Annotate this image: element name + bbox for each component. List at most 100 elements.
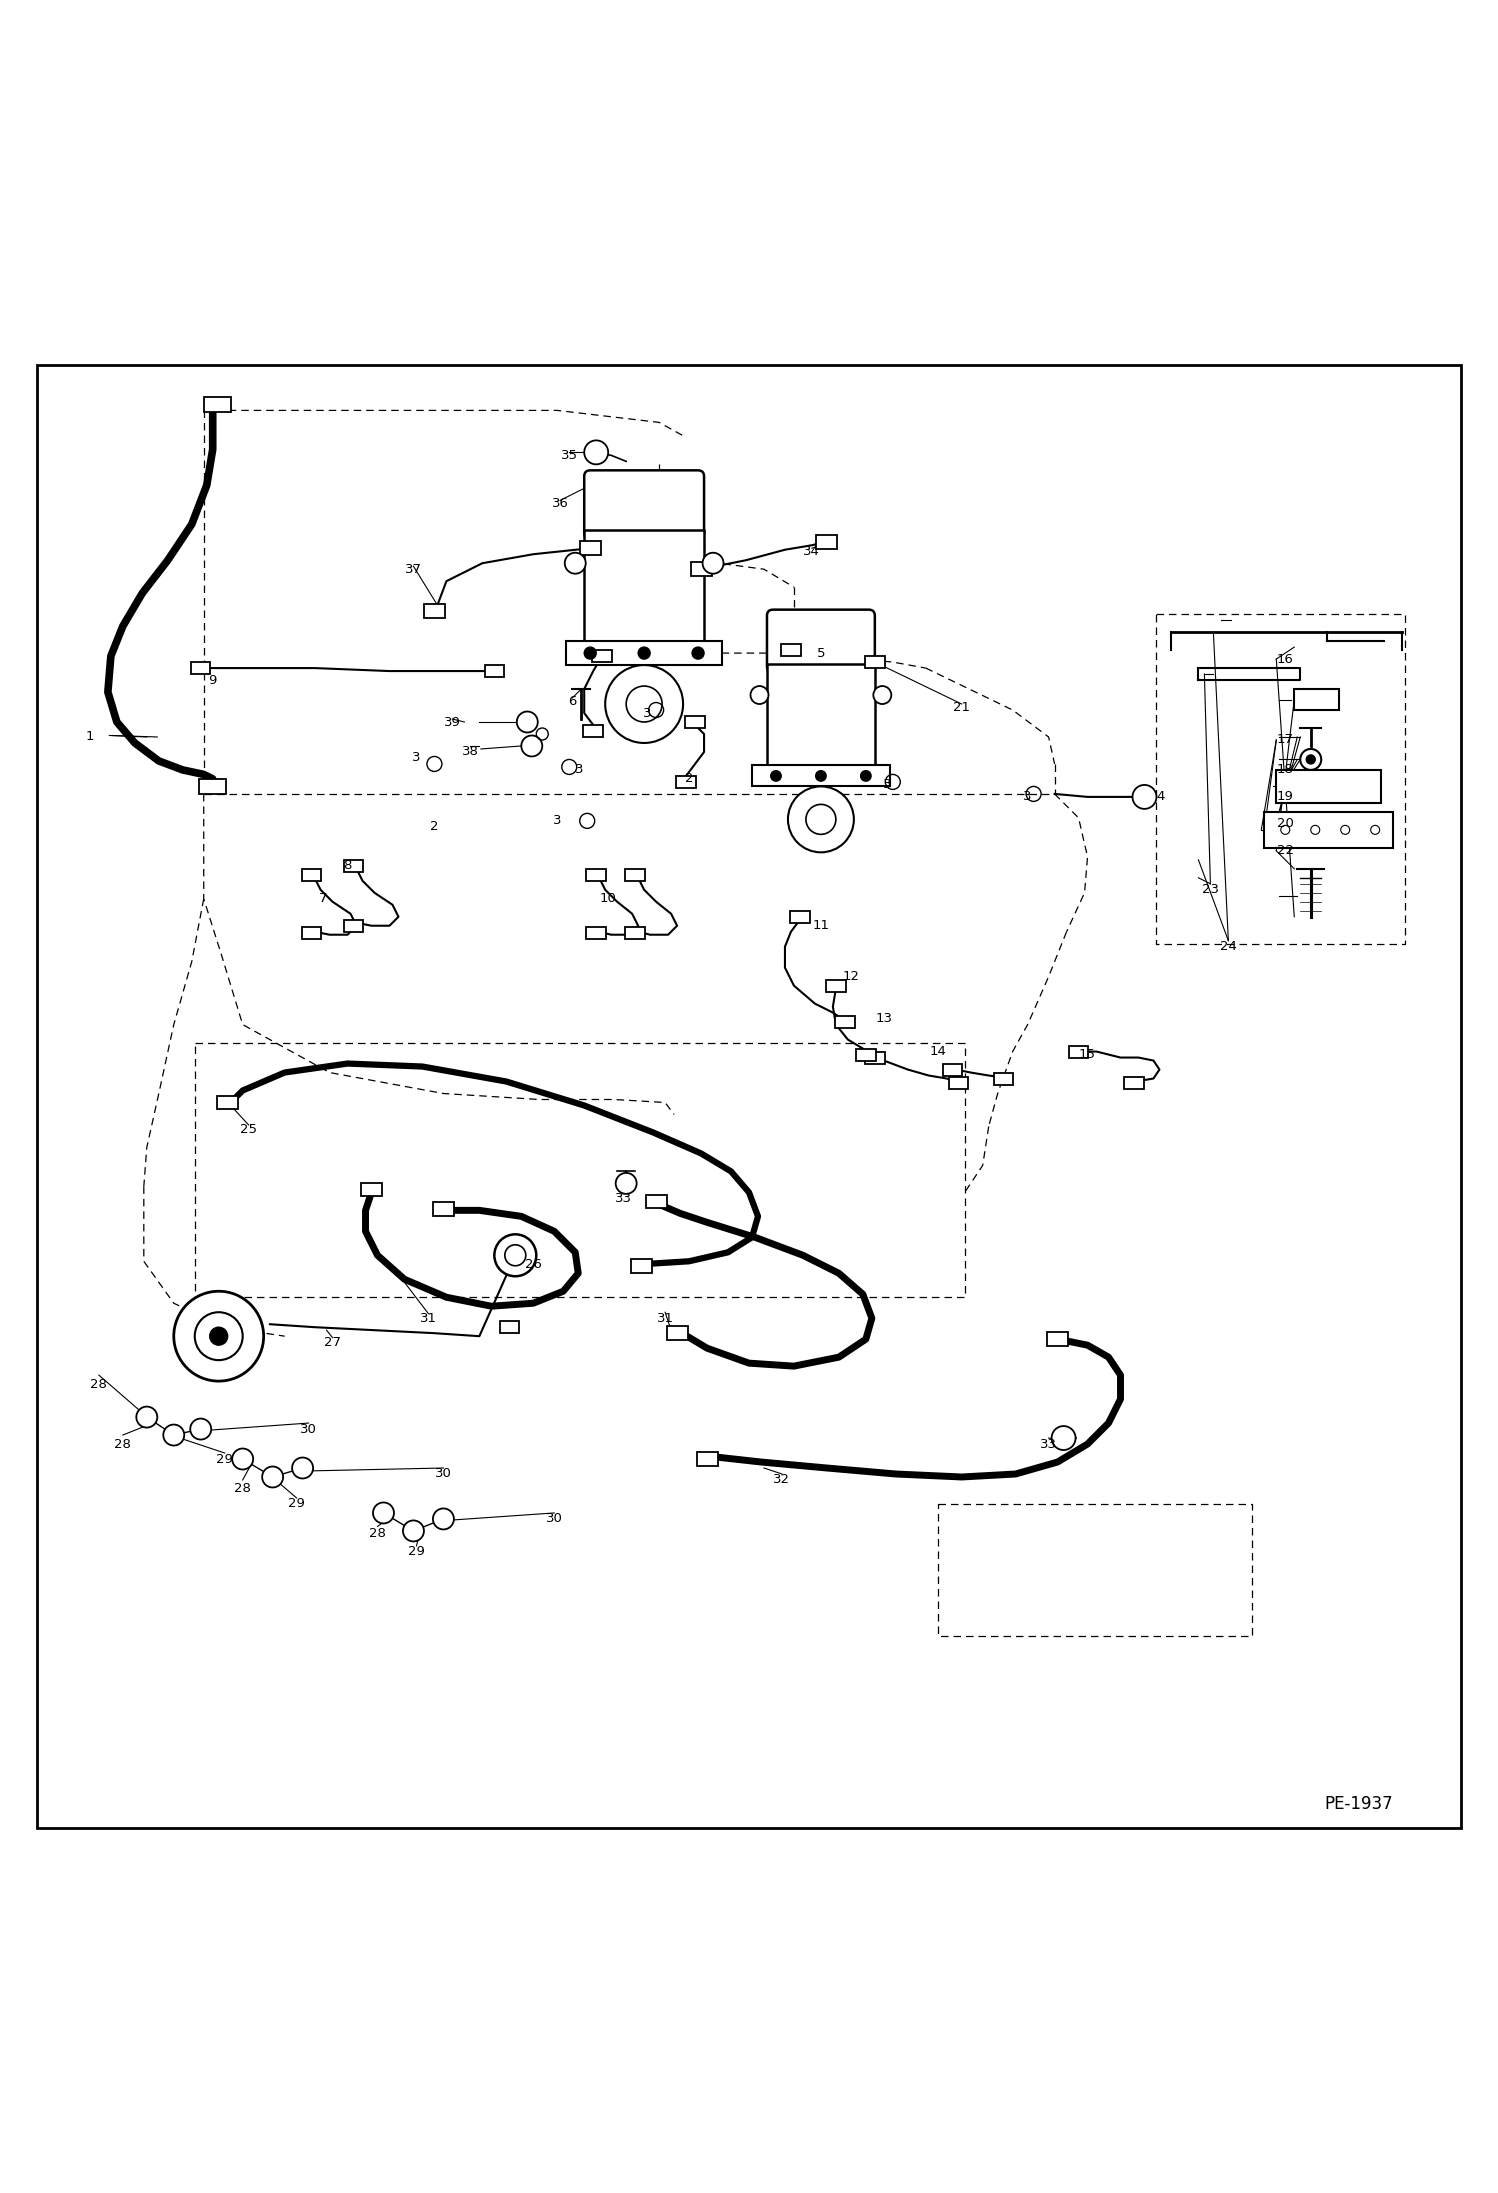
Bar (782, 645, 801, 656)
Circle shape (860, 770, 872, 781)
Circle shape (638, 647, 650, 660)
Circle shape (190, 1419, 211, 1439)
Bar (836, 1015, 854, 1029)
Bar (866, 656, 884, 669)
Text: 30: 30 (300, 1423, 318, 1436)
Circle shape (815, 770, 827, 781)
Text: 23: 23 (1201, 884, 1219, 897)
Circle shape (174, 1292, 264, 1382)
Bar (1070, 1046, 1088, 1057)
Text: 2: 2 (685, 772, 694, 785)
Text: 7: 7 (319, 893, 328, 906)
Text: PE-1937: PE-1937 (1324, 1794, 1393, 1814)
Bar (686, 715, 706, 728)
Bar (343, 860, 363, 873)
Bar (485, 664, 503, 678)
Circle shape (565, 553, 586, 575)
Bar (192, 662, 210, 673)
Text: 11: 11 (812, 919, 830, 932)
Text: 3: 3 (643, 706, 652, 719)
Text: 30: 30 (545, 1513, 563, 1526)
Bar (631, 1259, 652, 1272)
Bar (593, 649, 613, 662)
Bar (866, 1053, 884, 1064)
Text: 3: 3 (575, 763, 584, 776)
Circle shape (232, 1450, 253, 1469)
Bar (1124, 1077, 1144, 1090)
Bar (584, 531, 704, 645)
Text: 31: 31 (656, 1311, 674, 1325)
Circle shape (1132, 785, 1156, 809)
Text: 29: 29 (407, 1546, 425, 1559)
Bar (646, 1195, 667, 1208)
Text: 27: 27 (324, 1336, 342, 1349)
Bar (827, 980, 846, 991)
Text: 1: 1 (85, 730, 94, 743)
Bar (791, 910, 810, 923)
Text: 3: 3 (882, 779, 891, 792)
Bar (566, 640, 722, 664)
Text: 25: 25 (240, 1123, 258, 1136)
Bar (424, 605, 445, 618)
Circle shape (1052, 1425, 1076, 1450)
Text: 21: 21 (953, 700, 971, 713)
Text: 18: 18 (1276, 763, 1294, 776)
Bar (343, 919, 363, 932)
Text: 28: 28 (90, 1377, 108, 1390)
Circle shape (210, 1327, 228, 1344)
Text: 32: 32 (773, 1474, 791, 1487)
Circle shape (703, 553, 724, 575)
Circle shape (521, 735, 542, 757)
Circle shape (770, 770, 782, 781)
Bar (1047, 1333, 1068, 1347)
Text: 35: 35 (560, 450, 578, 463)
Text: 36: 36 (551, 498, 569, 509)
Circle shape (584, 647, 596, 660)
Bar (1294, 689, 1339, 711)
Text: 10: 10 (599, 893, 617, 906)
Circle shape (806, 805, 836, 833)
Circle shape (403, 1520, 424, 1542)
Circle shape (616, 1173, 637, 1193)
Circle shape (292, 1458, 313, 1478)
Text: 6: 6 (568, 695, 577, 708)
Bar (691, 561, 712, 577)
Bar (944, 1064, 963, 1075)
Text: 31: 31 (419, 1311, 437, 1325)
Text: 8: 8 (343, 860, 352, 873)
Text: 3: 3 (412, 752, 421, 765)
Text: 5: 5 (816, 647, 825, 660)
Text: 39: 39 (443, 715, 461, 728)
Bar (752, 765, 890, 787)
Bar (697, 1452, 718, 1465)
Text: 33: 33 (614, 1191, 632, 1204)
Circle shape (788, 787, 854, 853)
Bar (301, 868, 322, 882)
Bar (676, 776, 695, 787)
Bar (767, 664, 875, 768)
Circle shape (163, 1425, 184, 1445)
FancyBboxPatch shape (767, 610, 875, 673)
Circle shape (692, 647, 704, 660)
Bar (584, 726, 602, 737)
Text: 3: 3 (1023, 789, 1032, 803)
Bar (626, 928, 646, 939)
Bar (586, 868, 605, 882)
Text: 33: 33 (1040, 1439, 1058, 1450)
Text: 22: 22 (1276, 844, 1294, 857)
Text: 2: 2 (430, 820, 439, 833)
Bar (816, 535, 837, 548)
Bar (626, 868, 646, 882)
Bar (500, 1320, 518, 1333)
Text: 38: 38 (461, 746, 479, 759)
Text: 28: 28 (234, 1482, 252, 1496)
Bar (1276, 770, 1381, 803)
Text: 13: 13 (875, 1013, 893, 1024)
Bar (361, 1182, 382, 1195)
Circle shape (517, 711, 538, 732)
Text: 28: 28 (114, 1439, 132, 1450)
Text: 19: 19 (1276, 789, 1294, 803)
Text: 29: 29 (216, 1452, 234, 1465)
Text: 9: 9 (208, 673, 217, 686)
Bar (204, 397, 231, 412)
